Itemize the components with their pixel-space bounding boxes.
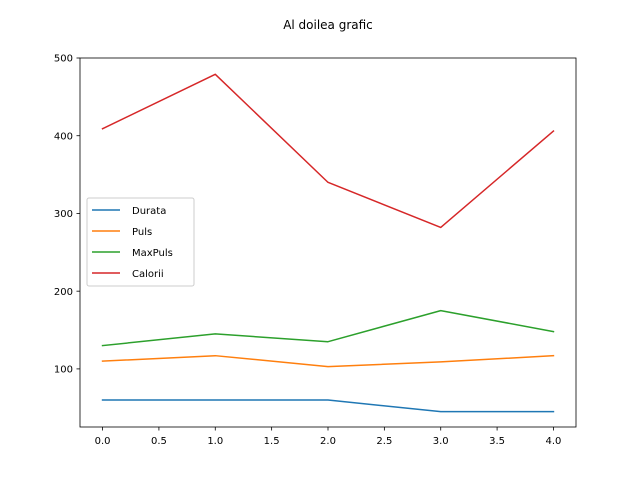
y-tick-label: 100 (54, 365, 73, 376)
y-tick-label: 200 (54, 287, 73, 298)
series-line-durata (101, 399, 555, 413)
y-tick-label: 400 (54, 131, 73, 142)
x-tick-label: 3.5 (489, 436, 505, 447)
legend-label-puls: Puls (132, 227, 152, 238)
plot-area: 0.0 0.5 1.0 1.5 2.0 2.5 3.0 3.5 4.0 100 200 300 400 5… (54, 54, 577, 447)
y-tick-label: 500 (54, 54, 73, 65)
x-tick-label: 3.0 (433, 436, 449, 447)
x-tick-label: 1.5 (264, 436, 280, 447)
x-tick-label: 0.0 (95, 436, 111, 447)
legend-box (86, 197, 195, 287)
x-tick-label: 4.0 (546, 436, 562, 447)
x-tick-label: 0.5 (151, 436, 167, 447)
legend-label-maxpuls: MaxPuls (132, 248, 173, 259)
legend: Durata Puls MaxPuls Calorii (86, 197, 195, 287)
series-line-calorii (101, 73, 555, 229)
series-group (101, 73, 555, 413)
chart-title: Al doilea grafic (283, 18, 373, 32)
legend-label-calorii: Calorii (132, 269, 164, 280)
x-tick-label: 2.0 (320, 436, 336, 447)
y-tick-label: 300 (54, 209, 73, 220)
series-line-puls (101, 354, 555, 368)
legend-label-durata: Durata (132, 206, 166, 217)
series-line-maxpuls (101, 309, 555, 347)
x-tick-label: 1.0 (207, 436, 223, 447)
x-tick-label: 2.5 (376, 436, 392, 447)
